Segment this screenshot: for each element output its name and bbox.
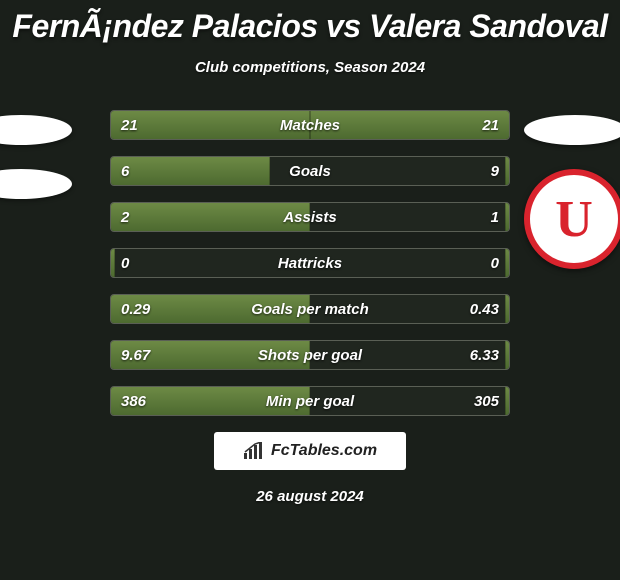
stat-value-left: 386 <box>121 387 146 415</box>
stat-row: Matches21 21 <box>110 110 510 140</box>
stat-value-right: 1 <box>491 203 499 231</box>
attribution-text: FcTables.com <box>271 442 377 460</box>
stat-row: Shots per goal9.67 6.33 <box>110 340 510 370</box>
chart-icon <box>243 442 265 460</box>
ellipse-icon <box>0 169 72 199</box>
stat-value-left: 0.29 <box>121 295 150 323</box>
stat-label: Assists <box>111 203 509 231</box>
subtitle: Club competitions, Season 2024 <box>0 59 620 76</box>
stat-row: Hattricks0 0 <box>110 248 510 278</box>
stat-label: Hattricks <box>111 249 509 277</box>
stat-value-left: 2 <box>121 203 129 231</box>
stat-label: Matches <box>111 111 509 139</box>
stat-value-left: 6 <box>121 157 129 185</box>
date-text: 26 august 2024 <box>0 488 620 505</box>
stat-value-right: 0 <box>491 249 499 277</box>
stat-value-right: 0.43 <box>470 295 499 323</box>
stat-row: Goals per match0.29 0.43 <box>110 294 510 324</box>
stat-row: Goals6 9 <box>110 156 510 186</box>
ellipse-icon <box>524 115 620 145</box>
stats-container: Matches2121Goals69Assists21Hattricks00Go… <box>110 110 510 416</box>
stat-label: Min per goal <box>111 387 509 415</box>
stat-value-right: 9 <box>491 157 499 185</box>
attribution-badge: FcTables.com <box>214 432 406 470</box>
stat-label: Goals <box>111 157 509 185</box>
left-player-marker <box>0 115 72 223</box>
page-title: FernÃ¡ndez Palacios vs Valera Sandoval <box>0 0 620 45</box>
right-player-marker: U <box>524 115 620 269</box>
stat-value-left: 0 <box>121 249 129 277</box>
club-badge-icon: U <box>524 169 620 269</box>
stat-value-right: 6.33 <box>470 341 499 369</box>
stat-row: Min per goal386 305 <box>110 386 510 416</box>
stat-value-right: 21 <box>482 111 499 139</box>
stat-value-left: 9.67 <box>121 341 150 369</box>
club-badge-letter: U <box>555 190 593 249</box>
stat-row: Assists2 1 <box>110 202 510 232</box>
stat-value-left: 21 <box>121 111 138 139</box>
stat-value-right: 305 <box>474 387 499 415</box>
stat-label: Shots per goal <box>111 341 509 369</box>
stat-label: Goals per match <box>111 295 509 323</box>
ellipse-icon <box>0 115 72 145</box>
